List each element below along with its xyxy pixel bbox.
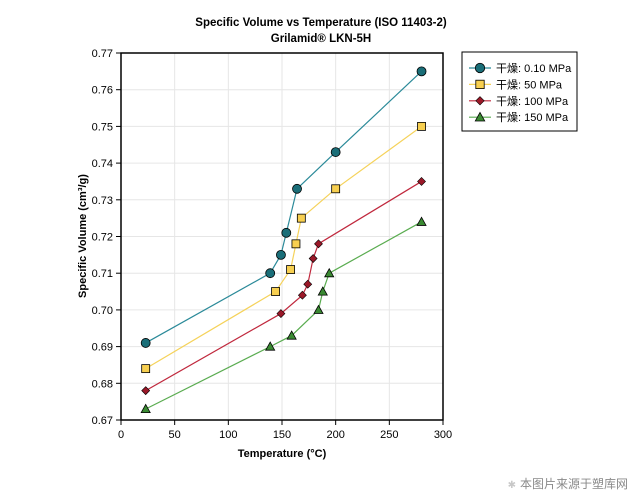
y-tick-label: 0.70 <box>92 305 113 317</box>
legend-item: 干燥: 100 MPa <box>469 95 569 108</box>
data-point-triangle <box>286 330 297 340</box>
data-point-diamond <box>141 386 151 396</box>
y-tick-label: 0.68 <box>92 378 113 390</box>
data-point-square <box>141 364 151 374</box>
legend-item: 干燥: 150 MPa <box>469 111 569 124</box>
x-tick-label: 0 <box>118 429 124 441</box>
legend-label: 干燥: 100 MPa <box>496 95 569 108</box>
legend-label: 干燥: 50 MPa <box>496 78 563 91</box>
legend-marker-triangle <box>474 111 486 122</box>
legend-marker-diamond <box>475 96 485 106</box>
star-icon: ✱ <box>507 480 516 491</box>
x-tick-label: 100 <box>219 429 237 441</box>
legend-marker-circle <box>474 62 486 74</box>
series-line-2 <box>145 180 422 392</box>
legend-label: 干燥: 0.10 MPa <box>496 62 572 75</box>
y-tick-label: 0.73 <box>92 195 113 207</box>
data-point-diamond <box>303 279 313 289</box>
y-tick-label: 0.67 <box>92 415 113 427</box>
data-point-circle <box>140 338 151 348</box>
legend-item: 干燥: 0.10 MPa <box>469 62 572 75</box>
x-tick-label: 300 <box>434 429 452 441</box>
x-tick-label: 200 <box>326 429 344 441</box>
data-point-square <box>331 184 341 194</box>
x-axis-label: Temperature (°C) <box>238 448 327 460</box>
y-axis-ticks: 0.67 0.68 0.69 0.70 0.71 0.72 0.73 0.74 0.75 0.76… <box>92 48 121 427</box>
data-point-square <box>296 213 306 223</box>
data-point-circle <box>292 183 302 194</box>
chart-subtitle: Grilamid® LKN-5H <box>271 33 372 45</box>
x-tick-label: 150 <box>273 429 291 441</box>
gridlines <box>121 53 443 420</box>
series-lines <box>145 70 422 410</box>
data-point-diamond <box>417 177 426 186</box>
y-tick-label: 0.77 <box>92 48 113 60</box>
data-point-circle <box>276 249 286 260</box>
x-axis-ticks: 0 50 100 150 200 250 300 <box>118 420 452 441</box>
y-tick-label: 0.75 <box>92 121 113 133</box>
data-point-triangle <box>324 267 335 278</box>
legend-marker-square <box>475 79 485 89</box>
data-point-triangle <box>140 403 151 413</box>
x-tick-label: 250 <box>380 429 398 441</box>
y-tick-label: 0.72 <box>92 232 113 244</box>
data-point-diamond <box>276 309 286 318</box>
legend-label: 干燥: 150 MPa <box>496 111 569 124</box>
data-point-triangle <box>317 286 328 296</box>
data-point-circle <box>416 66 427 77</box>
data-point-square <box>291 239 301 249</box>
x-tick-label: 50 <box>169 429 181 441</box>
data-point-square <box>286 265 295 274</box>
data-point-diamond <box>314 239 323 249</box>
data-point-circle <box>281 227 292 238</box>
data-point-triangle <box>416 216 427 226</box>
watermark: ✱ 本图片来源于塑库网 <box>508 475 628 492</box>
data-point-diamond <box>308 254 318 263</box>
data-point-square <box>417 122 426 131</box>
series-line-3 <box>145 221 422 410</box>
series-markers <box>140 66 427 413</box>
y-tick-label: 0.69 <box>92 342 113 354</box>
legend: 干燥: 0.10 MPa 干燥: 50 MPa 干燥: 100 MPa 干燥: 150… <box>461 51 578 132</box>
data-point-triangle <box>265 341 276 351</box>
data-point-square <box>271 287 280 296</box>
y-tick-label: 0.76 <box>92 85 113 97</box>
y-tick-label: 0.74 <box>92 158 113 170</box>
legend-item: 干燥: 50 MPa <box>469 78 563 91</box>
data-point-diamond <box>297 290 307 300</box>
y-tick-label: 0.71 <box>92 268 113 280</box>
data-point-triangle <box>313 304 324 314</box>
watermark-text: 本图片来源于塑库网 <box>519 477 628 491</box>
data-point-circle <box>265 268 276 279</box>
y-axis-label: Specific Volume (cm³/g) <box>77 174 89 298</box>
data-point-circle <box>330 147 341 157</box>
chart-title: Specific Volume vs Temperature (ISO 1140… <box>195 17 447 29</box>
